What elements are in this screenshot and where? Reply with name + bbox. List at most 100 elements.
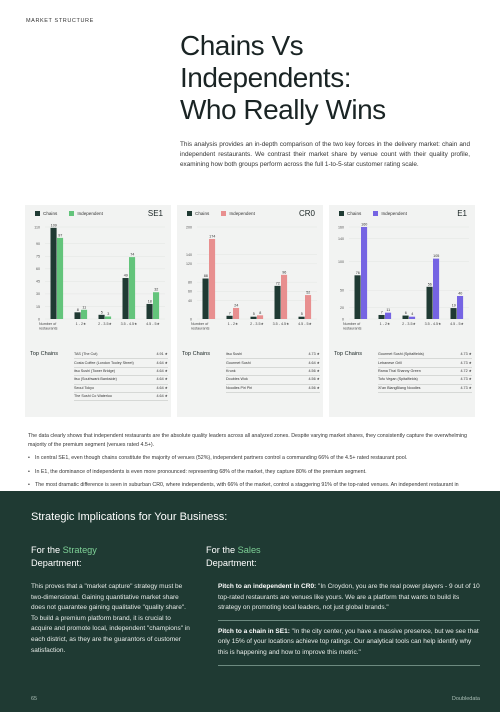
chain-rating: 4.73 ★ bbox=[308, 352, 320, 357]
data-label: 7 bbox=[381, 310, 383, 314]
data-label: 109 bbox=[51, 223, 57, 227]
intro-paragraph: This analysis provides an in-depth compa… bbox=[180, 141, 470, 169]
top-chains-title: Top Chains bbox=[334, 351, 362, 357]
pitch-text: "In the city center, you have a massive … bbox=[218, 627, 479, 656]
data-label: 7 bbox=[229, 311, 231, 315]
chain-rating: 4.64 ★ bbox=[308, 360, 320, 365]
bar bbox=[81, 309, 88, 319]
bar bbox=[257, 315, 264, 319]
legend-label-chains: Chains bbox=[195, 211, 210, 216]
pitch-label: Pitch to an independent in CR0: bbox=[218, 583, 317, 590]
pitch-text: "In Croydon, you are the real power play… bbox=[218, 583, 480, 612]
zone-label: E1 bbox=[457, 209, 467, 218]
data-label: 11 bbox=[386, 308, 390, 312]
bar bbox=[457, 296, 464, 319]
y-tick-label: 120 bbox=[186, 262, 192, 266]
data-label: 40 bbox=[458, 292, 462, 296]
chain-name: Doubles Wok bbox=[226, 377, 248, 382]
legend-label-independent: Independent bbox=[381, 211, 407, 216]
top-chain-row: Lebanese Grill 4.73 ★ bbox=[378, 359, 472, 368]
y-tick-label: 80 bbox=[188, 281, 192, 285]
legend-swatch-chains bbox=[35, 211, 40, 216]
chain-rating: 4.56 ★ bbox=[308, 368, 320, 373]
legend-swatch-independent bbox=[373, 211, 379, 216]
data-label: 105 bbox=[433, 254, 439, 258]
chain-name: The Sushi Co Waterloo bbox=[74, 394, 112, 399]
chain-name: itsu (Southwark Bankside) bbox=[74, 377, 117, 382]
y-tick-label: 0 bbox=[342, 317, 344, 321]
x-tick-label: 2 - 3.5★ bbox=[250, 322, 264, 326]
data-label: 11 bbox=[82, 305, 86, 309]
pitch-label: Pitch to a chain in SE1: bbox=[218, 627, 290, 635]
data-label: 6 bbox=[405, 311, 407, 315]
chain-rating: 4.56 ★ bbox=[308, 385, 320, 390]
top-chains-title: Top Chains bbox=[182, 351, 210, 357]
bar bbox=[298, 316, 305, 319]
top-chain-row: itsu (Southwark Bankside) 4.64 ★ bbox=[74, 376, 168, 385]
x-tick-label: 1 - 2★ bbox=[228, 322, 239, 326]
x-tick-label: 2 - 3.5★ bbox=[98, 322, 112, 326]
legend-label-chains: Chains bbox=[347, 211, 362, 216]
data-label: 88 bbox=[204, 274, 208, 278]
chain-name: Gourmet Sushi (Spitalfields) bbox=[378, 352, 424, 357]
sales-pitches: Pitch to an independent in CR0: "In Croy… bbox=[218, 582, 480, 672]
top-chain-row: Xi'an BiangBiang Noodles 4.73 ★ bbox=[378, 385, 472, 393]
zone-label: CR0 bbox=[298, 209, 315, 218]
y-tick-label: 60 bbox=[188, 290, 192, 294]
bar bbox=[426, 286, 433, 319]
bar bbox=[274, 285, 281, 319]
bar-chart: 0 15 30 45 60 75 90 110 109 97 Number ofrestaurant… bbox=[34, 223, 165, 331]
y-tick-label: 60 bbox=[36, 267, 40, 271]
bar bbox=[378, 314, 385, 319]
chain-rating: 4.73 ★ bbox=[460, 385, 472, 390]
analysis-bullet: In central SE1, even though chains const… bbox=[28, 454, 474, 463]
data-label: 74 bbox=[130, 253, 134, 257]
data-label: 97 bbox=[58, 233, 62, 237]
chart-panel-cr0: Chains Independent CR0 0 40 60 80 120 140 200 8… bbox=[177, 205, 323, 417]
top-chain-row: Doubles Wok 4.56 ★ bbox=[226, 376, 320, 385]
chain-rating: 4.56 ★ bbox=[308, 377, 320, 382]
data-label: 8 bbox=[77, 308, 79, 312]
brand-name: Doubledata bbox=[451, 696, 480, 702]
data-label: 32 bbox=[154, 288, 158, 292]
page-number: 65 bbox=[31, 696, 38, 702]
chain-name: itsu Sushi (Tower Bridge) bbox=[74, 368, 115, 373]
heading-prefix: For the bbox=[31, 545, 63, 555]
x-tick-label: 4.5 - 5★ bbox=[146, 322, 160, 326]
data-label: 96 bbox=[282, 270, 286, 274]
heading-highlight: Strategy bbox=[62, 545, 97, 555]
x-tick-label: 1 - 2★ bbox=[380, 322, 391, 326]
top-chain-row: Gourmet Sushi 4.64 ★ bbox=[226, 359, 320, 368]
y-tick-label: 140 bbox=[186, 253, 192, 257]
data-label: 76 bbox=[356, 271, 360, 275]
y-tick-label: 20 bbox=[340, 306, 344, 310]
legend-label-independent: Independent bbox=[77, 211, 103, 216]
legend-swatch-chains bbox=[339, 211, 344, 216]
chain-rating: 4.72 ★ bbox=[460, 368, 472, 373]
data-label: 8 bbox=[259, 311, 261, 315]
x-tick-label: Number of bbox=[39, 322, 57, 326]
legend-label-independent: Independent bbox=[229, 211, 255, 216]
x-tick-label: 4.5 - 5★ bbox=[298, 322, 312, 326]
legend: Chains Independent bbox=[35, 211, 103, 216]
x-tick-label: Number of bbox=[343, 322, 361, 326]
chain-name: Xi'an BiangBiang Noodles bbox=[378, 385, 421, 390]
y-tick-label: 160 bbox=[338, 225, 344, 229]
top-chain-row: Krunk 4.56 ★ bbox=[226, 368, 320, 377]
chain-name: TAS (The Cut) bbox=[74, 352, 98, 357]
bar bbox=[402, 315, 409, 319]
chain-rating: 4.73 ★ bbox=[460, 360, 472, 365]
legend: Chains Independent bbox=[339, 211, 407, 216]
heading-highlight: Sales bbox=[237, 545, 261, 555]
y-tick-label: 40 bbox=[188, 299, 192, 303]
chart-panel-se1: Chains Independent SE1 0 15 30 45 60 75 90 110 1… bbox=[25, 205, 171, 417]
bar bbox=[122, 278, 129, 319]
top-chain-row: itsu Sushi 4.73 ★ bbox=[226, 351, 320, 360]
bar bbox=[153, 292, 160, 319]
chain-name: Costa Coffee (London Tooley Street) bbox=[74, 360, 134, 365]
legend-label-chains: Chains bbox=[43, 211, 58, 216]
x-tick-label: Number of bbox=[191, 322, 209, 326]
section-label: MARKET STRUCTURE bbox=[26, 18, 94, 24]
bar bbox=[361, 227, 368, 319]
